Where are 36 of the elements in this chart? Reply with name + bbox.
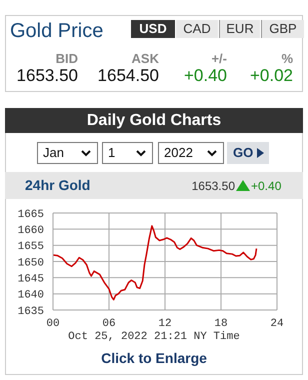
text: % (281, 51, 293, 66)
x-tick-label: 00 (46, 318, 60, 330)
text: GO (227, 142, 269, 164)
text: +0.02 (250, 66, 293, 85)
y-tick-label: 1660 (18, 225, 44, 238)
chart-subtitle: 24hr Gold (25, 177, 90, 193)
y-tick-label: 1650 (18, 257, 44, 270)
x-tick-label: 12 (158, 318, 172, 330)
y-tick-label: 1635 (18, 306, 44, 318)
text: USD (131, 20, 175, 38)
text: ASK (130, 51, 159, 66)
text: 1653.50 (190, 179, 235, 193)
chart-title: Daily Gold Charts (5, 108, 303, 133)
text: EUR (219, 20, 260, 38)
text: +0.40 (184, 66, 227, 85)
text: 1653.50 (16, 66, 78, 86)
x-axis-title: Oct 25, 2022 21:21 NY Time (67, 331, 241, 343)
text: BID (54, 51, 78, 66)
x-tick-label: 24 (270, 318, 284, 330)
y-tick-label: 1665 (18, 208, 44, 221)
text: Jan (37, 142, 98, 164)
text: +0.40 (251, 179, 282, 193)
text: 2022 (158, 142, 224, 164)
text: Gold Price (10, 20, 104, 43)
y-tick-label: 1655 (18, 241, 44, 254)
text: +/- (211, 51, 227, 66)
text: CAD (176, 20, 218, 38)
x-tick-label: 18 (214, 318, 228, 330)
text: Click to Enlarge (100, 350, 208, 366)
text: 1654.50 (98, 66, 159, 85)
line-series (53, 225, 258, 300)
text: 1 (102, 142, 153, 164)
y-tick-label: 1645 (18, 274, 44, 286)
text: GBP (261, 20, 304, 38)
x-tick-label: 06 (102, 318, 116, 330)
y-tick-label: 1640 (18, 290, 44, 302)
